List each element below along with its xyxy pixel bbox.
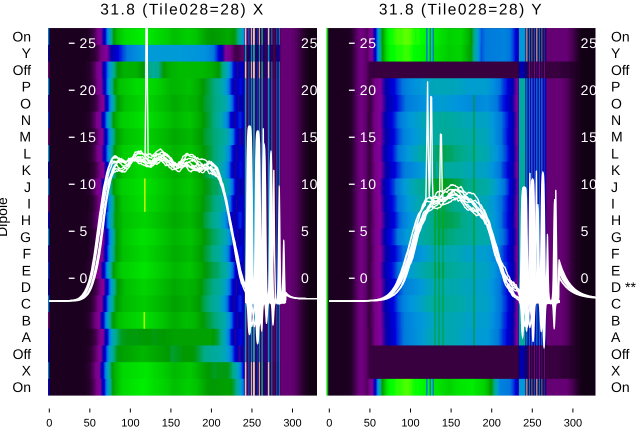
- svg-text:B: B: [611, 312, 620, 328]
- svg-text:Y: Y: [611, 45, 621, 61]
- svg-text:D: D: [21, 279, 31, 295]
- svg-text:L: L: [611, 145, 619, 161]
- svg-text:X: X: [22, 363, 32, 379]
- svg-text:C: C: [611, 296, 621, 312]
- svg-text:300: 300: [564, 418, 582, 430]
- svg-text:B: B: [22, 312, 31, 328]
- svg-text:C: C: [21, 296, 31, 312]
- svg-text:150: 150: [162, 418, 180, 430]
- svg-text:0: 0: [326, 418, 332, 430]
- svg-text:G: G: [611, 229, 622, 245]
- svg-text:250: 250: [243, 418, 261, 430]
- svg-text:Off: Off: [611, 62, 630, 78]
- svg-text:25: 25: [581, 35, 598, 51]
- svg-text:X: X: [611, 363, 621, 379]
- svg-text:On: On: [12, 379, 31, 395]
- svg-text:P: P: [611, 79, 620, 95]
- svg-text:0: 0: [301, 270, 310, 286]
- svg-text:15: 15: [80, 129, 97, 145]
- svg-text:200: 200: [483, 418, 501, 430]
- svg-text:G: G: [20, 229, 31, 245]
- svg-text:L: L: [23, 145, 31, 161]
- svg-text:J: J: [611, 179, 618, 195]
- svg-text:F: F: [611, 246, 620, 262]
- svg-text:On: On: [12, 29, 31, 45]
- svg-text:10: 10: [80, 176, 97, 192]
- svg-text:100: 100: [121, 418, 139, 430]
- svg-text:K: K: [611, 162, 621, 178]
- svg-text:O: O: [611, 95, 622, 111]
- svg-text:25: 25: [80, 35, 97, 51]
- svg-text:50: 50: [84, 418, 96, 430]
- svg-text:H: H: [611, 212, 621, 228]
- svg-text:150: 150: [442, 418, 460, 430]
- svg-text:0: 0: [360, 270, 369, 286]
- svg-text:10: 10: [581, 176, 598, 192]
- svg-text:200: 200: [202, 418, 220, 430]
- svg-text:15: 15: [301, 129, 318, 145]
- svg-text:0: 0: [46, 418, 52, 430]
- svg-text:H: H: [21, 212, 31, 228]
- svg-text:15: 15: [360, 129, 377, 145]
- svg-text:50: 50: [364, 418, 376, 430]
- svg-text:A: A: [22, 329, 32, 345]
- svg-text:0: 0: [80, 270, 89, 286]
- svg-text:M: M: [19, 129, 31, 145]
- svg-text:N: N: [21, 112, 31, 128]
- svg-text:On: On: [611, 379, 630, 395]
- svg-text:E: E: [611, 262, 620, 278]
- svg-text:K: K: [22, 162, 32, 178]
- svg-text:300: 300: [283, 418, 301, 430]
- svg-text:5: 5: [581, 223, 590, 239]
- svg-text:Y: Y: [22, 45, 32, 61]
- svg-text:M: M: [611, 129, 623, 145]
- svg-text:On: On: [611, 29, 630, 45]
- svg-text:N: N: [611, 112, 621, 128]
- svg-text:0: 0: [581, 270, 590, 286]
- svg-text:5: 5: [301, 223, 310, 239]
- svg-text:31.8 (Tile028=28) Y: 31.8 (Tile028=28) Y: [379, 1, 543, 18]
- svg-text:25: 25: [301, 35, 318, 51]
- svg-text:P: P: [22, 79, 31, 95]
- svg-text:F: F: [22, 246, 31, 262]
- svg-text:Off: Off: [611, 346, 630, 362]
- svg-text:31.8 (Tile028=28) X: 31.8 (Tile028=28) X: [100, 1, 265, 18]
- svg-text:E: E: [22, 262, 31, 278]
- svg-text:25: 25: [360, 35, 377, 51]
- svg-text:I: I: [611, 196, 615, 212]
- svg-text:A: A: [611, 329, 621, 345]
- svg-text:D **: D **: [611, 279, 636, 295]
- svg-text:20: 20: [80, 82, 97, 98]
- svg-text:Off: Off: [13, 62, 32, 78]
- svg-text:Dipole: Dipole: [0, 197, 10, 237]
- svg-text:15: 15: [581, 129, 598, 145]
- svg-text:J: J: [24, 179, 31, 195]
- svg-text:I: I: [27, 196, 31, 212]
- svg-text:Off: Off: [13, 346, 32, 362]
- svg-text:5: 5: [360, 223, 369, 239]
- svg-text:20: 20: [581, 82, 598, 98]
- svg-text:20: 20: [360, 82, 377, 98]
- svg-text:10: 10: [360, 176, 377, 192]
- svg-text:10: 10: [301, 176, 318, 192]
- svg-text:250: 250: [523, 418, 541, 430]
- svg-text:O: O: [20, 95, 31, 111]
- svg-text:5: 5: [80, 223, 89, 239]
- svg-text:20: 20: [301, 82, 318, 98]
- svg-text:100: 100: [401, 418, 419, 430]
